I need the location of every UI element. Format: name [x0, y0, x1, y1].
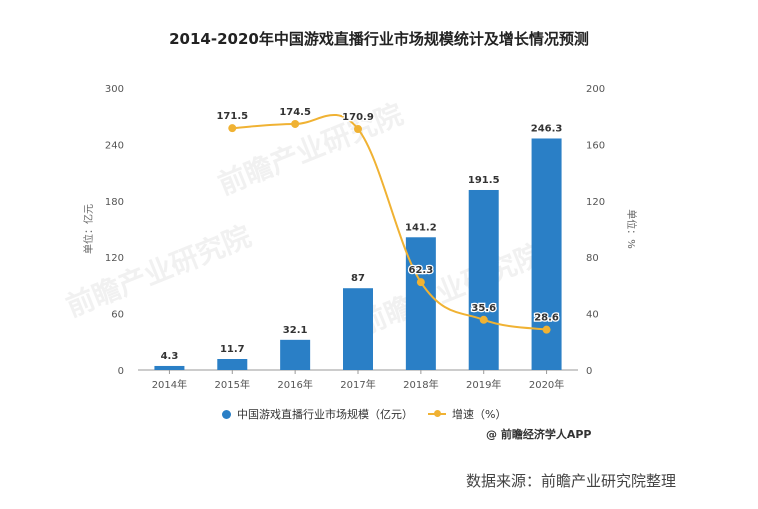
bar	[154, 365, 185, 370]
y-left-tick-label: 0	[118, 366, 124, 377]
bar	[217, 359, 248, 370]
y-right-tick-label: 80	[586, 253, 599, 264]
line-point	[291, 119, 300, 128]
y-left-tick-label: 60	[111, 310, 124, 321]
x-tick-label: 2018年	[403, 378, 438, 391]
legend-line-marker	[428, 410, 446, 417]
x-tick-label: 2019年	[466, 378, 501, 391]
line-point	[479, 315, 488, 324]
legend-item-growth-rate: 增速（%）	[428, 406, 506, 422]
chart-title: 2014-2020年中国游戏直播行业市场规模统计及增长情况预测	[169, 30, 589, 48]
x-tick-label: 2014年	[152, 378, 187, 391]
y-right-tick-label: 120	[586, 197, 605, 208]
line-point	[354, 125, 362, 134]
bar	[405, 237, 436, 370]
line-point	[416, 278, 425, 287]
x-tick-label: 2016年	[277, 378, 312, 391]
y-left-axis-title: 单位：亿元	[82, 204, 95, 254]
line-value-label: 170.9	[342, 112, 374, 123]
line-value-label: 62.3	[409, 265, 434, 276]
y-right-tick-label: 200	[586, 84, 605, 95]
legend-line-label: 增速（%）	[452, 408, 507, 421]
bar-value-label: 246.3	[531, 123, 563, 134]
line-value-label: 28.6	[534, 313, 559, 324]
y-left-tick-label: 120	[105, 253, 124, 264]
y-left-tick-label: 240	[105, 140, 124, 151]
bar	[531, 138, 562, 370]
legend-bar-marker	[222, 409, 231, 419]
source-text: 数据来源：前瞻产业研究院整理	[466, 472, 677, 490]
line-value-label: 171.5	[216, 111, 248, 122]
growth-rate-line	[232, 113, 547, 331]
legend-item-market-size: 中国游戏直播行业市场规模（亿元）	[222, 406, 413, 422]
legend-bar-label: 中国游戏直播行业市场规模（亿元）	[237, 408, 413, 421]
bar	[280, 339, 311, 370]
bar-value-label: 141.2	[405, 222, 437, 233]
y-right-tick-label: 40	[586, 310, 599, 321]
y-right-axis-title: 单位：%	[625, 209, 638, 249]
x-tick-label: 2020年	[529, 378, 564, 391]
bar-value-label: 191.5	[468, 175, 500, 186]
y-left-tick-label: 180	[105, 197, 124, 208]
bar-value-label: 4.3	[161, 351, 179, 362]
bar-value-label: 32.1	[283, 325, 308, 336]
x-tick-label: 2015年	[215, 378, 250, 391]
bar-value-label: 11.7	[220, 344, 245, 355]
line-point	[542, 325, 551, 334]
bar	[343, 288, 373, 370]
y-left-tick-label: 300	[105, 84, 124, 95]
bar	[468, 189, 499, 370]
line-value-label: 174.5	[279, 107, 311, 118]
line-value-label: 35.6	[471, 303, 496, 314]
line-point	[228, 124, 237, 133]
credit-text: @ 前瞻经济学人APP	[486, 428, 592, 441]
x-tick-label: 2017年	[340, 378, 375, 391]
y-right-tick-label: 160	[586, 140, 605, 151]
y-right-tick-label: 0	[586, 366, 592, 377]
bar-value-label: 87	[351, 273, 365, 284]
